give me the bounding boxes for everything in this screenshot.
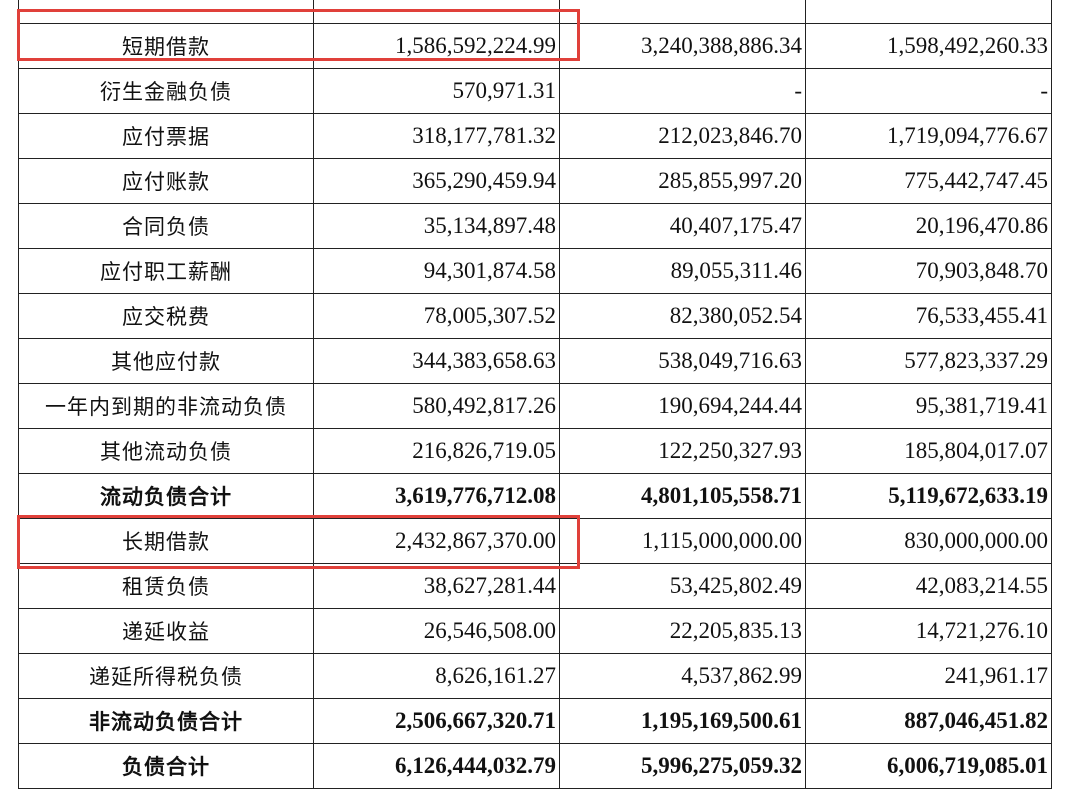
value-cell: 1,195,169,500.61 xyxy=(559,698,806,744)
value-cell: 35,134,897.48 xyxy=(313,203,560,249)
value-cell: 577,823,337.29 xyxy=(805,338,1052,384)
table-row: 应付职工薪酬 94,301,874.58 89,055,311.46 70,903,8… xyxy=(18,248,1052,294)
liabilities-table-body: 短期借款 1,586,592,224.99 3,240,388,886.34 1,59… xyxy=(18,0,1052,789)
value-cell: 2,432,867,370.00 xyxy=(313,518,560,564)
subtotal-row: 流动负债合计 3,619,776,712.08 4,801,105,558.71 5,… xyxy=(18,473,1052,519)
table-row: 短期借款 1,586,592,224.99 3,240,388,886.34 1,59… xyxy=(18,23,1052,69)
liabilities-table: 短期借款 1,586,592,224.99 3,240,388,886.34 1,59… xyxy=(18,0,1052,789)
row-label: 其他流动负债 xyxy=(18,428,314,474)
value-cell: 580,492,817.26 xyxy=(313,383,560,429)
value-cell: 38,627,281.44 xyxy=(313,563,560,609)
value-cell: 4,537,862.99 xyxy=(559,653,806,699)
value-cell xyxy=(313,0,560,24)
row-label: 租赁负债 xyxy=(18,563,314,609)
value-cell: 40,407,175.47 xyxy=(559,203,806,249)
value-cell: - xyxy=(559,68,806,114)
row-label: 递延收益 xyxy=(18,608,314,654)
value-cell xyxy=(559,0,806,24)
value-cell: 8,626,161.27 xyxy=(313,653,560,699)
value-cell: 5,996,275,059.32 xyxy=(559,743,806,789)
value-cell: 42,083,214.55 xyxy=(805,563,1052,609)
row-label: 非流动负债合计 xyxy=(18,698,314,744)
value-cell: 212,023,846.70 xyxy=(559,113,806,159)
value-cell: 6,126,444,032.79 xyxy=(313,743,560,789)
value-cell xyxy=(805,0,1052,24)
row-label: 应交税费 xyxy=(18,293,314,339)
table-row: 应付账款 365,290,459.94 285,855,997.20 775,442,… xyxy=(18,158,1052,204)
value-cell: 190,694,244.44 xyxy=(559,383,806,429)
value-cell: 285,855,997.20 xyxy=(559,158,806,204)
value-cell: 241,961.17 xyxy=(805,653,1052,699)
row-label: 其他应付款 xyxy=(18,338,314,384)
value-cell: 2,506,667,320.71 xyxy=(313,698,560,744)
value-cell: 3,619,776,712.08 xyxy=(313,473,560,519)
value-cell: 365,290,459.94 xyxy=(313,158,560,204)
table-row: 应付票据 318,177,781.32 212,023,846.70 1,719,09… xyxy=(18,113,1052,159)
value-cell: 1,598,492,260.33 xyxy=(805,23,1052,69)
value-cell: 1,719,094,776.67 xyxy=(805,113,1052,159)
value-cell: 122,250,327.93 xyxy=(559,428,806,474)
value-cell: 318,177,781.32 xyxy=(313,113,560,159)
table-row: 长期借款 2,432,867,370.00 1,115,000,000.00 830,… xyxy=(18,518,1052,564)
value-cell: 4,801,105,558.71 xyxy=(559,473,806,519)
row-label: 应付票据 xyxy=(18,113,314,159)
value-cell: 185,804,017.07 xyxy=(805,428,1052,474)
table-row: 递延所得税负债 8,626,161.27 4,537,862.99 241,961.1… xyxy=(18,653,1052,699)
row-label: 合同负债 xyxy=(18,203,314,249)
table-row: 应交税费 78,005,307.52 82,380,052.54 76,533,455… xyxy=(18,293,1052,339)
value-cell: 1,586,592,224.99 xyxy=(313,23,560,69)
value-cell: 82,380,052.54 xyxy=(559,293,806,339)
table-row: 衍生金融负债 570,971.31- - xyxy=(18,68,1052,114)
value-cell: 3,240,388,886.34 xyxy=(559,23,806,69)
value-cell: 89,055,311.46 xyxy=(559,248,806,294)
row-label: 应付账款 xyxy=(18,158,314,204)
value-cell: 53,425,802.49 xyxy=(559,563,806,609)
value-cell: 76,533,455.41 xyxy=(805,293,1052,339)
value-cell: 570,971.31 xyxy=(313,68,560,114)
value-cell: 78,005,307.52 xyxy=(313,293,560,339)
value-cell: 70,903,848.70 xyxy=(805,248,1052,294)
value-cell: 22,205,835.13 xyxy=(559,608,806,654)
value-cell: 5,119,672,633.19 xyxy=(805,473,1052,519)
row-label: 长期借款 xyxy=(18,518,314,564)
row-label: 衍生金融负债 xyxy=(18,68,314,114)
value-cell: - xyxy=(805,68,1052,114)
value-cell: 344,383,658.63 xyxy=(313,338,560,384)
table-row: 一年内到期的非流动负债 580,492,817.26 190,694,244.44 9… xyxy=(18,383,1052,429)
table-row xyxy=(18,0,1052,24)
value-cell: 26,546,508.00 xyxy=(313,608,560,654)
table-row: 租赁负债 38,627,281.44 53,425,802.49 42,083,214… xyxy=(18,563,1052,609)
value-cell: 20,196,470.86 xyxy=(805,203,1052,249)
row-label: 短期借款 xyxy=(18,23,314,69)
row-label: 递延所得税负债 xyxy=(18,653,314,699)
value-cell: 95,381,719.41 xyxy=(805,383,1052,429)
row-label: 负债合计 xyxy=(18,743,314,789)
table-row: 其他流动负债 216,826,719.05 122,250,327.93 185,80… xyxy=(18,428,1052,474)
subtotal-row: 非流动负债合计 2,506,667,320.71 1,195,169,500.61 8… xyxy=(18,698,1052,744)
value-cell: 775,442,747.45 xyxy=(805,158,1052,204)
row-label: 一年内到期的非流动负债 xyxy=(18,383,314,429)
value-cell: 830,000,000.00 xyxy=(805,518,1052,564)
value-cell: 1,115,000,000.00 xyxy=(559,518,806,564)
value-cell: 14,721,276.10 xyxy=(805,608,1052,654)
table-row: 递延收益 26,546,508.00 22,205,835.13 14,721,276… xyxy=(18,608,1052,654)
table-row: 其他应付款 344,383,658.63 538,049,716.63 577,823… xyxy=(18,338,1052,384)
row-label: 应付职工薪酬 xyxy=(18,248,314,294)
value-cell: 6,006,719,085.01 xyxy=(805,743,1052,789)
row-label: 流动负债合计 xyxy=(18,473,314,519)
value-cell: 538,049,716.63 xyxy=(559,338,806,384)
value-cell: 887,046,451.82 xyxy=(805,698,1052,744)
value-cell: 216,826,719.05 xyxy=(313,428,560,474)
row-label xyxy=(18,0,314,24)
total-row: 负债合计 6,126,444,032.79 5,996,275,059.32 6,00… xyxy=(18,743,1052,789)
table-row: 合同负债 35,134,897.48 40,407,175.47 20,196,470… xyxy=(18,203,1052,249)
value-cell: 94,301,874.58 xyxy=(313,248,560,294)
